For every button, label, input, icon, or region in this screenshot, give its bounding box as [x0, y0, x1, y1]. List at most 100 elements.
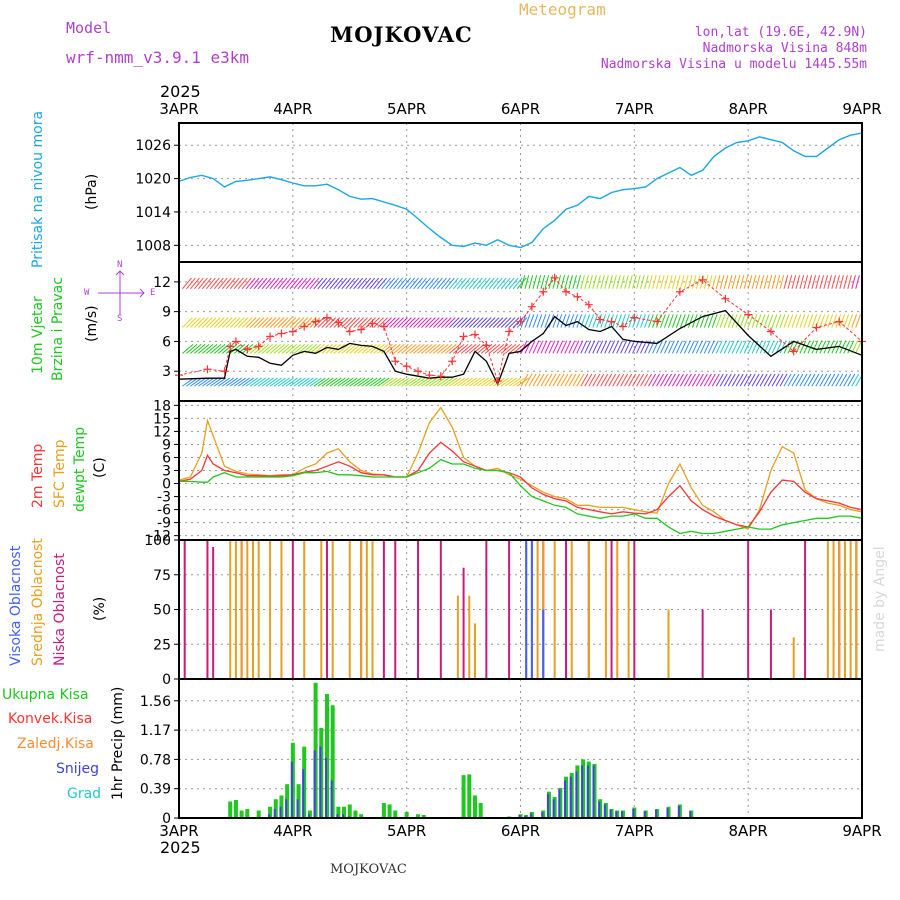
wind-barb [253, 317, 265, 328]
wind-barb [210, 377, 223, 387]
wind-barb [480, 277, 491, 290]
wind-barb [297, 317, 309, 328]
wind-barb [632, 373, 641, 387]
wind-barb [492, 277, 503, 290]
wind-barb [572, 275, 577, 289]
gust-marker [368, 319, 377, 328]
gust-marker [516, 317, 525, 326]
wind-barb [293, 317, 305, 328]
wind-barb [397, 317, 408, 328]
gust-marker [721, 294, 730, 303]
wind-barb [504, 317, 516, 328]
wind-barb [520, 314, 527, 328]
wind-barb [241, 377, 254, 387]
gust-marker [243, 345, 252, 354]
wind-barb [500, 377, 513, 387]
wind-barb [588, 373, 597, 387]
wind-barb [512, 317, 524, 328]
wind-barb [488, 343, 501, 354]
wind-barb [273, 277, 284, 290]
wind-barb [672, 340, 679, 354]
wind-barb [285, 343, 298, 354]
wind-barb [548, 373, 557, 387]
precip-conv-label: Konvek.Kisa [8, 711, 93, 727]
y-tick-label: -6 [157, 503, 171, 519]
wind-barb [528, 373, 537, 387]
wind-barb [269, 343, 282, 354]
wind-barb [747, 373, 756, 387]
wind-barb [568, 373, 577, 387]
wind-barb [182, 277, 192, 290]
wind-barb [281, 377, 294, 387]
snow-bar [529, 813, 532, 818]
gust-marker [254, 342, 263, 351]
model-label: Model [66, 19, 112, 37]
wind-barb [564, 275, 570, 289]
wind-barb [381, 277, 392, 290]
wind-barb [636, 340, 643, 354]
wind-barb [476, 377, 489, 387]
snow-bar [296, 799, 299, 818]
gust-marker [334, 318, 343, 327]
wind-barb [823, 275, 828, 289]
wind-barb [512, 277, 523, 290]
wind-barb [337, 377, 350, 387]
wind-barb [743, 340, 751, 354]
wind-barb [301, 377, 314, 387]
wind-barb [425, 277, 435, 290]
top-day-label: 7APR [615, 100, 654, 118]
wind-barb [560, 373, 569, 387]
wind-barb [576, 314, 583, 328]
wind-barb [194, 317, 205, 328]
wind-barb [560, 340, 568, 354]
wind-barb [624, 275, 629, 289]
wind-barb [675, 275, 681, 289]
wind-barb [465, 377, 478, 387]
wind-barb [552, 373, 561, 387]
wind-barb [755, 314, 762, 328]
wind-barb [715, 373, 724, 387]
wind-barb [723, 314, 730, 328]
wind-barb [668, 275, 673, 289]
wind-barb [337, 277, 348, 290]
wind-barb [683, 340, 691, 354]
wind-barb [851, 275, 856, 289]
wind-barb [444, 277, 455, 290]
wind-barb [675, 340, 683, 354]
wind-barb [441, 343, 453, 354]
wind-barb [608, 275, 613, 289]
wind-barb [209, 317, 221, 328]
wind-barb [520, 373, 529, 387]
wind-barb [341, 317, 353, 328]
wind-barb [624, 340, 632, 354]
gust-marker [220, 367, 229, 376]
wind-barb [508, 343, 521, 354]
wind-barb [452, 317, 464, 328]
bottom-day-label: 9APR [842, 822, 881, 840]
wind-barb [297, 277, 308, 290]
wind-barb [417, 317, 428, 328]
wind-barb [699, 373, 708, 387]
wind-barb [855, 340, 863, 354]
wind-barb [795, 373, 804, 387]
snow-bar [285, 799, 288, 818]
wind-barb [393, 277, 403, 290]
snow-bar [524, 815, 527, 818]
wind-barb [524, 314, 531, 328]
wind-barb [532, 340, 540, 354]
wind-barb [217, 377, 231, 387]
total-precip-bar [393, 810, 398, 818]
wind-barb [449, 343, 461, 354]
y-tick-label: 12 [153, 424, 171, 440]
wind-barb [672, 373, 680, 387]
snow-bar [603, 804, 606, 818]
wind-barb [612, 314, 618, 328]
wind-barb [389, 317, 400, 328]
wind-barb [186, 343, 198, 354]
gust-marker [550, 273, 559, 282]
y-tick-label: 1.17 [140, 723, 171, 739]
wind-barb [453, 377, 466, 387]
wind-barb [608, 373, 617, 387]
wind-barb [369, 343, 381, 354]
wind-barb [839, 275, 844, 289]
